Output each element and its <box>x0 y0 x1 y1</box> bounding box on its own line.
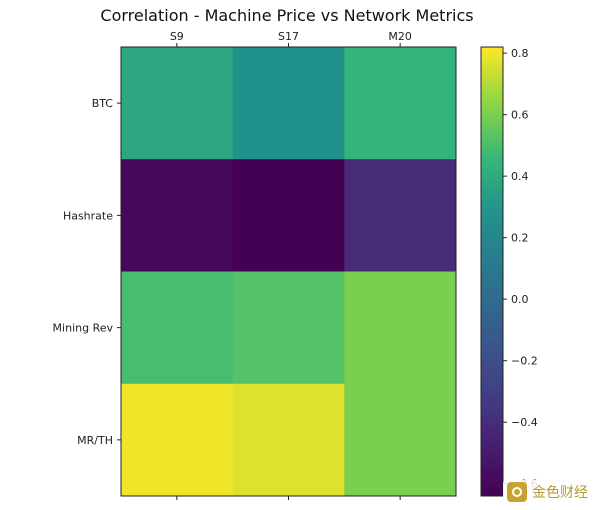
heatmap-cells <box>121 47 457 497</box>
row-label: MR/TH <box>77 434 113 447</box>
heatmap-cell <box>232 159 345 272</box>
heatmap-cell <box>344 47 457 160</box>
chart-title: Correlation - Machine Price vs Network M… <box>100 6 473 25</box>
column-label: S17 <box>278 30 299 43</box>
column-labels: S9 S17 M20 <box>170 30 412 500</box>
colorbar <box>480 46 504 497</box>
heatmap-cell <box>232 47 345 160</box>
column-label: M20 <box>388 30 412 43</box>
colorbar-tick-label: −0.2 <box>511 355 538 368</box>
heatmap-cell <box>121 383 234 497</box>
heatmap-cell <box>344 159 457 272</box>
colorbar-ticks: 0.80.60.40.20.0−0.2−0.4−0.6 <box>503 47 538 491</box>
heatmap-cell <box>344 271 457 385</box>
colorbar-tick-label: −0.4 <box>511 416 538 429</box>
heatmap-cell <box>344 383 457 497</box>
jinse-logo-icon <box>507 482 527 502</box>
heatmap-cell <box>232 383 345 497</box>
heatmap-cell <box>121 271 234 385</box>
row-label: Mining Rev <box>53 322 114 335</box>
row-labels: BTC Hashrate Mining Rev MR/TH <box>53 97 121 447</box>
row-label: Hashrate <box>63 209 113 222</box>
watermark: 金色财经 <box>503 480 592 504</box>
colorbar-tick-label: 0.8 <box>511 47 529 60</box>
heatmap-cell <box>121 159 234 272</box>
column-label: S9 <box>170 30 184 43</box>
colorbar-tick-label: 0.2 <box>511 232 529 245</box>
colorbar-tick-label: 0.0 <box>511 293 529 306</box>
row-label: BTC <box>92 97 114 110</box>
colorbar-tick-label: 0.4 <box>511 170 529 183</box>
heatmap-cell <box>121 47 234 160</box>
heatmap-cell <box>232 271 345 385</box>
watermark-text: 金色财经 <box>532 485 588 501</box>
colorbar-tick-label: 0.6 <box>511 109 529 122</box>
